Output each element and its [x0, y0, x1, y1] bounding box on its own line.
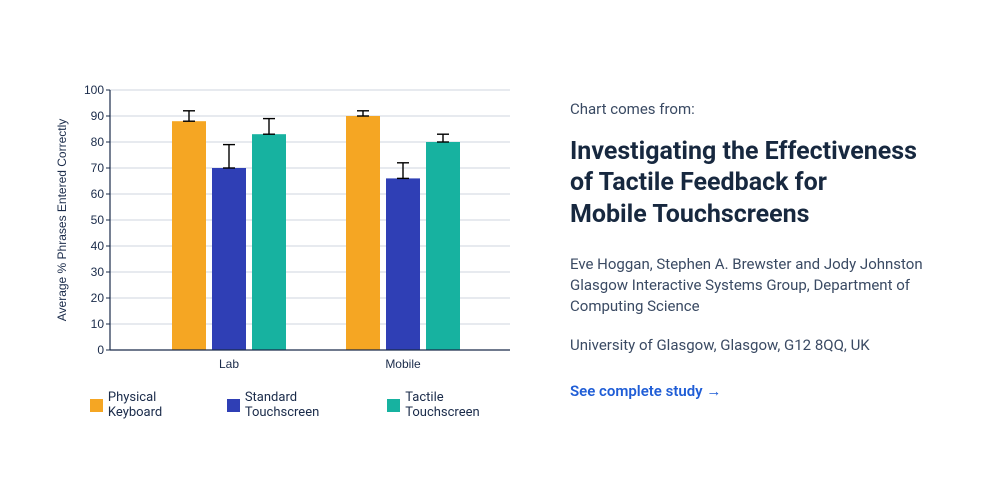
svg-text:90: 90 — [91, 109, 105, 123]
source-affiliation: Glasgow Interactive Systems Group, Depar… — [570, 275, 960, 317]
legend-label: Tactile Touchscreen — [405, 390, 520, 420]
x-tick-label: Lab — [219, 357, 239, 371]
bar-mobile-1 — [386, 178, 420, 350]
see-study-link[interactable]: See complete study → — [570, 382, 721, 400]
source-title: Investigating the Effectivenessof Tactil… — [570, 136, 960, 230]
legend-item: Standard Touchscreen — [227, 390, 373, 420]
svg-text:Average % Phrases Entered Corr: Average % Phrases Entered Correctly — [55, 119, 69, 322]
svg-text:10: 10 — [91, 317, 105, 331]
chart-panel: 0 10 20 30 40 50 60 70 80 90 100 Average % Phrases … — [50, 80, 520, 420]
source-eyebrow: Chart comes from: — [570, 100, 960, 118]
source-panel: Chart comes from: Investigating the Effe… — [520, 100, 960, 400]
source-address: University of Glasgow, Glasgow, G12 8QQ,… — [570, 335, 960, 356]
bar-lab-1 — [212, 168, 246, 350]
svg-text:20: 20 — [91, 291, 105, 305]
bar-lab-0 — [172, 121, 206, 350]
bar-mobile-2 — [426, 142, 460, 350]
bar-mobile-0 — [346, 116, 380, 350]
svg-text:70: 70 — [91, 161, 105, 175]
svg-text:100: 100 — [84, 83, 104, 97]
legend-label: Standard Touchscreen — [245, 390, 374, 420]
legend-label: Physical Keyboard — [108, 390, 213, 420]
legend-swatch — [387, 399, 400, 412]
svg-text:30: 30 — [91, 265, 105, 279]
chart-legend: Physical Keyboard Standard Touchscreen Tac… — [50, 390, 520, 420]
svg-text:40: 40 — [91, 239, 105, 253]
svg-text:60: 60 — [91, 187, 105, 201]
source-authors: Eve Hoggan, Stephen A. Brewster and Jody… — [570, 254, 960, 275]
bar-chart: 0 10 20 30 40 50 60 70 80 90 100 Average % Phrases … — [50, 80, 520, 380]
legend-item: Tactile Touchscreen — [387, 390, 520, 420]
svg-text:80: 80 — [91, 135, 105, 149]
svg-text:0: 0 — [97, 343, 104, 357]
svg-text:50: 50 — [91, 213, 105, 227]
legend-item: Physical Keyboard — [90, 390, 213, 420]
bar-lab-2 — [252, 134, 286, 350]
legend-swatch — [90, 399, 103, 412]
legend-swatch — [227, 399, 240, 412]
x-tick-label: Mobile — [385, 357, 421, 371]
